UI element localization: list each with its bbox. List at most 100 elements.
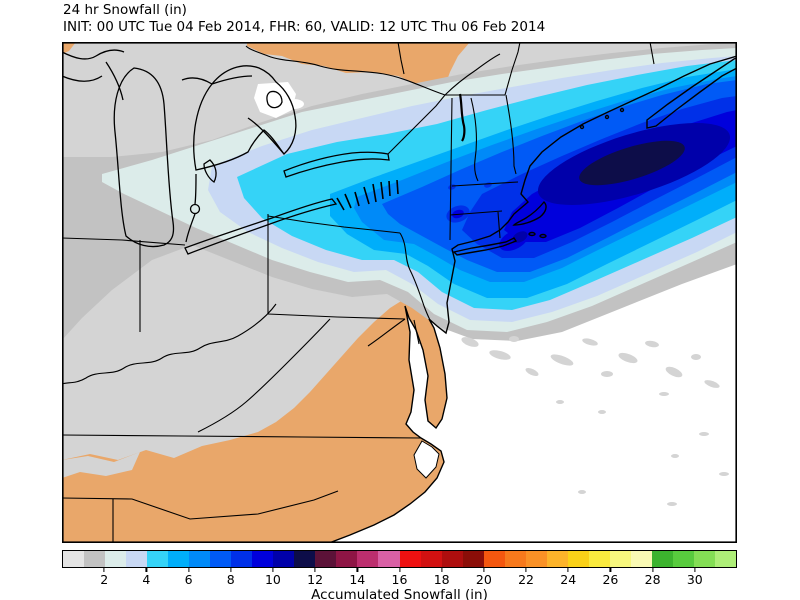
- colorbar: [62, 550, 737, 568]
- finger-lakes: [336, 179, 399, 211]
- ocean-snow-patch: [719, 472, 729, 476]
- colorbar-segment: [546, 551, 568, 567]
- lake-outlines: [62, 49, 466, 255]
- colorbar-tick-labels: 2 4 6 8 10 12 14 16 18 20 22 24 26 28 30: [62, 572, 737, 587]
- ocean-snow-patch: [525, 367, 539, 377]
- colorbar-segment: [336, 551, 358, 567]
- colorbar-tick-label: 6: [184, 572, 193, 587]
- colorbar-segment: [441, 551, 463, 567]
- ocean-snow-patch: [659, 392, 669, 396]
- init-valid-line: INIT: 00 UTC Tue 04 Feb 2014, FHR: 60, V…: [63, 19, 546, 35]
- ocean-snow-patch: [691, 354, 701, 360]
- pamlico-sound: [413, 440, 440, 479]
- border-delaware-river: [399, 232, 431, 321]
- green-bay: [105, 61, 124, 101]
- border-vt-nh: [470, 97, 479, 182]
- colorbar-tick: [398, 568, 401, 572]
- ocean-snow-patch: [665, 366, 683, 378]
- colorbar-segment: [357, 551, 379, 567]
- colorbar-segment: [672, 551, 694, 567]
- colorbar-tick: [694, 568, 696, 572]
- snowfall-map: [62, 42, 737, 543]
- colorbar-segment: [630, 551, 652, 567]
- ocean-snow-patch: [550, 354, 574, 366]
- colorbar-tick-label: 2: [100, 572, 109, 587]
- ocean-snow-patch: [704, 380, 720, 388]
- colorbar-tick: [567, 568, 569, 572]
- ocean-snow-patch: [461, 337, 479, 347]
- lake-ontario: [283, 151, 390, 178]
- ocean-snow-patch: [699, 432, 709, 436]
- detroit-river: [185, 173, 197, 243]
- colorbar-tick: [103, 568, 105, 572]
- bare-ground-north: [247, 42, 470, 94]
- colorbar-segment: [210, 551, 232, 567]
- colorbar-tick-label: 24: [560, 572, 577, 587]
- colorbar-tick: [272, 568, 274, 572]
- colorbar-tick: [145, 568, 147, 572]
- colorbar-segment: [567, 551, 589, 567]
- ocean-snow-patch: [509, 336, 519, 342]
- colorbar-tick: [609, 568, 612, 572]
- border-nb: [649, 42, 655, 65]
- colorbar-tick-label: 12: [307, 572, 324, 587]
- shade-11-12in-core: [579, 140, 685, 186]
- colorbar-tick-label: 26: [602, 572, 619, 587]
- ocean-snow-patch: [645, 340, 659, 348]
- ocean-snow-patch: [667, 502, 677, 506]
- long-island: [452, 237, 518, 256]
- border-ny-east: [449, 97, 453, 241]
- border-ohio-river: [62, 303, 277, 385]
- cape-cod: [512, 200, 547, 226]
- colorbar-segment: [462, 551, 484, 567]
- colorbar-segment: [378, 551, 400, 567]
- colorbar-segment: [126, 551, 148, 567]
- colorbar-tick: [483, 568, 485, 572]
- colorbar-segment: [63, 551, 85, 567]
- colorbar-tick: [652, 568, 654, 572]
- nantucket: [539, 233, 547, 239]
- colorbar-segment: [399, 551, 421, 567]
- colorbar-segment: [420, 551, 442, 567]
- border-potomac: [367, 318, 406, 347]
- colorbar-segment: [504, 551, 526, 567]
- white-patch-nipissing: [284, 99, 304, 109]
- colorbar-segment: [168, 551, 190, 567]
- colorbar-tick-label: 4: [142, 572, 151, 587]
- snow-finger-west: [62, 452, 140, 478]
- shade-blob-boston-core: [512, 231, 528, 243]
- border-va-nc: [62, 434, 422, 439]
- colorbar-tick-label: 14: [349, 572, 366, 587]
- colorbar-tick-label: 30: [686, 572, 703, 587]
- map-canvas: [62, 42, 737, 543]
- ocean-snow-patch: [598, 410, 606, 414]
- colorbar-segment: [147, 551, 169, 567]
- map-header: 24 hr Snowfall (in) INIT: 00 UTC Tue 04 …: [63, 2, 545, 36]
- colorbar-segment: [294, 551, 316, 567]
- river-st-lawrence: [444, 53, 501, 96]
- lake-champlain: [458, 93, 466, 142]
- colorbar-tick: [187, 568, 190, 572]
- colorbar-tick-label: 16: [391, 572, 408, 587]
- border-wv-va: [197, 318, 331, 433]
- colorbar-segment: [315, 551, 337, 567]
- colorbar-segment: [525, 551, 547, 567]
- border-ma-south: [449, 210, 503, 216]
- border-nc-sc: [62, 490, 339, 520]
- marthas-vineyard: [528, 231, 536, 237]
- colorbar-segment: [693, 551, 715, 567]
- colorbar-tick: [441, 568, 443, 572]
- bare-ground-corner: [62, 42, 76, 54]
- border-pa-ny: [267, 215, 401, 234]
- colorbar-tick-label: 22: [518, 572, 535, 587]
- ocean-snow-patch: [618, 352, 638, 364]
- border-nh-me: [505, 94, 517, 175]
- colorbar-segment: [483, 551, 505, 567]
- coastline: [328, 55, 737, 543]
- colorbar-tick-label: 10: [264, 572, 281, 587]
- lake-st-clair: [189, 203, 201, 215]
- ocean-snow-patch: [578, 490, 586, 494]
- colorbar-tick: [525, 568, 527, 572]
- colorbar-segment: [273, 551, 295, 567]
